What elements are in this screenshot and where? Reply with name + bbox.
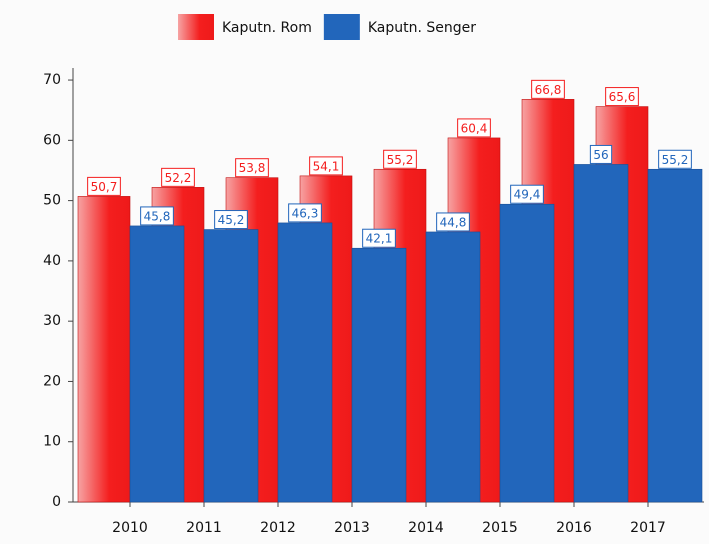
value-label: 65,6	[609, 90, 636, 104]
value-label: 60,4	[461, 121, 488, 135]
value-label-box	[658, 149, 692, 169]
value-label-box	[214, 210, 248, 230]
x-tick-label: 2014	[408, 520, 444, 536]
legend-label: Kaputn. Rom	[222, 20, 312, 36]
value-label: 46,3	[292, 206, 319, 220]
value-label-box	[140, 206, 174, 226]
value-label-box	[309, 156, 343, 176]
value-label: 44,8	[440, 215, 467, 229]
value-label-box	[531, 79, 565, 99]
value-label: 54,1	[313, 159, 340, 173]
bar	[573, 164, 629, 503]
y-tick-label: 50	[43, 193, 61, 209]
value-label-box	[457, 118, 491, 138]
value-label-box	[161, 167, 195, 187]
value-label: 50,7	[91, 180, 118, 194]
value-label-box	[87, 176, 121, 196]
value-label-box	[436, 212, 470, 232]
x-tick-label: 2012	[260, 520, 296, 536]
y-tick-label: 70	[43, 72, 61, 88]
value-label-box	[235, 158, 269, 178]
value-label: 42,1	[366, 232, 393, 246]
value-label-box	[510, 184, 544, 204]
y-tick-label: 30	[43, 313, 61, 329]
bar	[647, 168, 703, 503]
bar	[351, 247, 407, 503]
bar	[425, 231, 481, 503]
bar	[203, 229, 259, 503]
value-label-box	[362, 228, 396, 248]
bar	[499, 203, 555, 503]
y-tick-label: 40	[43, 253, 61, 269]
value-label: 49,4	[514, 188, 541, 202]
x-tick-label: 2013	[334, 520, 370, 536]
value-label: 55,2	[662, 153, 689, 167]
bar	[277, 222, 333, 503]
value-label: 66,8	[535, 83, 562, 97]
value-label: 53,8	[239, 161, 266, 175]
value-label: 55,2	[387, 153, 414, 167]
y-tick-label: 10	[43, 434, 61, 450]
value-label: 45,2	[218, 213, 245, 227]
legend-swatch	[323, 14, 360, 40]
legend-label: Kaputn. Senger	[368, 20, 476, 36]
value-label: 45,8	[144, 209, 171, 223]
x-tick-label: 2015	[482, 520, 518, 536]
value-label: 52,2	[165, 171, 192, 185]
bar	[77, 196, 131, 503]
y-tick-label: 20	[43, 373, 61, 389]
bar	[129, 225, 185, 503]
x-tick-label: 2017	[630, 520, 666, 536]
y-tick-label: 60	[43, 132, 61, 148]
value-label: 56	[593, 148, 608, 162]
legend-swatch	[178, 14, 214, 40]
x-tick-label: 2010	[112, 520, 148, 536]
x-tick-label: 2011	[186, 520, 222, 536]
value-label-box	[605, 87, 639, 107]
value-label-box	[288, 203, 322, 223]
x-tick-label: 2016	[556, 520, 592, 536]
value-label-box	[589, 144, 613, 164]
y-tick-label: 0	[52, 494, 61, 510]
value-label-box	[383, 149, 417, 169]
